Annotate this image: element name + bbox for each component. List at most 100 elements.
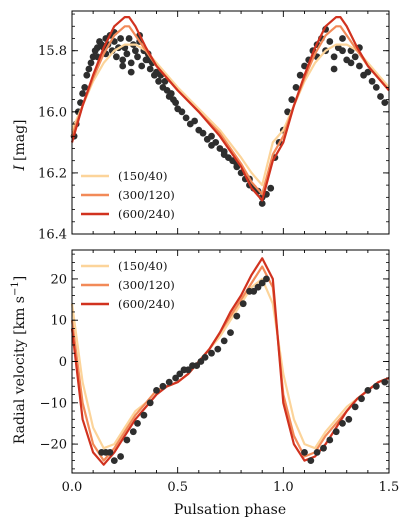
series-line [70,16,390,202]
x-axis-label: Pulsation phase [174,502,286,518]
data-point [193,362,201,369]
data-point [208,142,215,149]
data-point [119,62,127,70]
data-point [284,108,291,116]
legend-label: (600/240) [118,297,175,311]
data-point [364,387,372,394]
y-tick-label: 10 [50,314,67,329]
data-point [165,378,173,386]
x-tick-label: 1.0 [273,480,294,495]
data-point [208,349,215,357]
series-line [70,257,390,466]
data-point [351,53,359,61]
data-point [326,38,334,45]
data-point [372,84,380,91]
data-point [377,93,384,100]
data-point [178,108,186,116]
data-point [372,382,380,390]
data-point [161,77,169,85]
data-point [79,90,86,97]
y-tick-label: 16.0 [38,105,67,120]
model-curves [70,257,390,466]
data-point [146,399,154,407]
x-tick-label: 0.5 [167,480,188,495]
legend-label: (150/40) [118,169,167,183]
series-line [70,277,390,450]
y-tick-label: −20 [40,438,67,453]
data-point [182,114,190,122]
legend: (150/40) (300/120) (600/240) [81,169,175,221]
data-point [381,99,389,106]
legend-label: (150/40) [118,259,167,273]
data-point [140,411,148,419]
data-point [197,358,205,365]
data-point [199,129,207,137]
velocity-points [98,275,389,464]
light-curve-panel: 15.8 16.0 16.2 16.4 (150/40) (300/120) (600/2… [12,10,390,243]
data-point [132,47,139,55]
data-point [123,436,131,444]
data-point [330,65,338,73]
data-point [134,420,141,427]
y-axis-label: Radial velocity [km s−1] [10,276,28,444]
data-point [127,68,135,76]
y-tick-label: 15.8 [38,44,67,59]
data-point [292,84,300,91]
data-point [301,449,308,456]
data-point [155,77,163,85]
data-point [239,300,247,308]
data-point [134,53,141,61]
x-tick-label: 0.0 [62,480,83,495]
data-point [167,90,175,97]
data-point [267,184,275,192]
data-point [296,71,304,79]
data-point [258,200,266,207]
data-point [117,453,124,460]
data-point [119,56,127,64]
data-point [307,457,315,464]
data-point [125,35,133,42]
data-point [332,428,340,436]
y-axis-label: I[mag] [12,119,28,171]
data-point [113,53,120,61]
legend: (150/40) (300/120) (600/240) [81,259,175,311]
data-point [85,65,93,73]
data-point [351,403,359,411]
axis-ticks: 15.8 16.0 16.2 16.4 [38,11,390,243]
series-line [70,25,390,196]
data-point [339,420,346,427]
data-point [326,436,334,444]
data-point [191,117,199,125]
radial-velocity-panel: 0.0 0.5 1.0 1.5 −20 −10 0 10 20 (150/40) (300/120… [10,249,400,518]
plot-frame [71,10,390,235]
data-point [227,329,234,336]
data-point [364,68,372,76]
data-point [146,65,154,73]
data-point [313,449,321,456]
data-point [176,370,184,378]
legend-label: (600/240) [118,207,175,221]
data-point [184,366,192,374]
data-point [172,99,180,106]
data-point [339,35,346,42]
data-point [250,287,258,295]
data-point [347,59,355,67]
data-point [138,62,146,70]
data-point [233,312,241,320]
data-point [87,59,95,67]
axis-ticks: 0.0 0.5 1.0 1.5 −20 −10 0 10 20 [40,250,400,495]
data-point [330,53,338,61]
model-curves [70,16,390,202]
data-point [214,345,222,353]
x-tick-label: 1.5 [379,480,400,495]
y-tick-label: 20 [50,272,67,287]
y-tick-label: −10 [40,396,67,411]
data-point [123,50,131,58]
data-point [254,283,262,291]
data-point [201,354,209,361]
data-point [144,56,152,64]
series-line [70,43,390,187]
data-point [127,59,135,67]
y-tick-label: 0 [59,355,67,370]
